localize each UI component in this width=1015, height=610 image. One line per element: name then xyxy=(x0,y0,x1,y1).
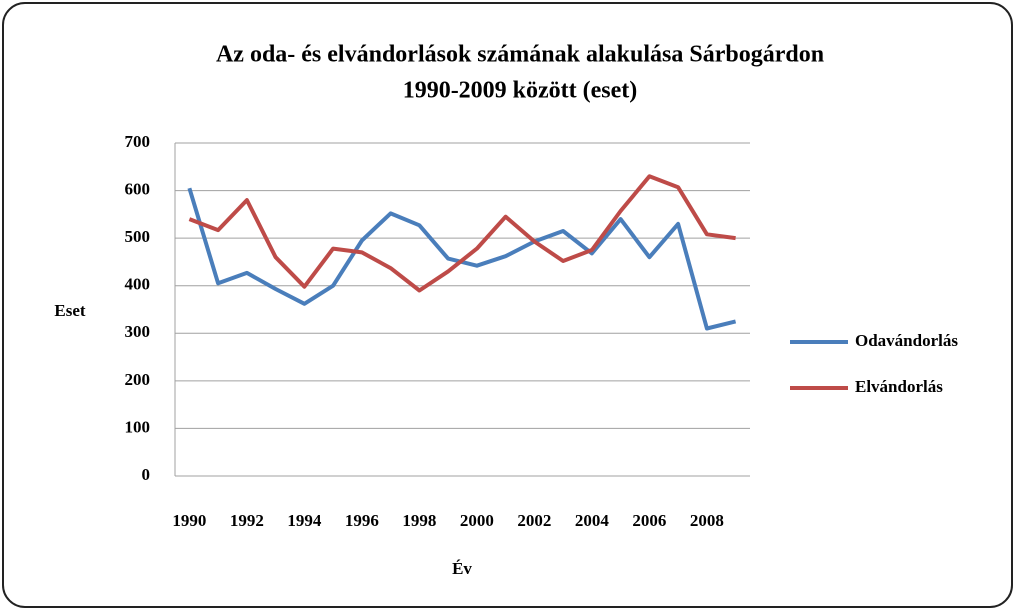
legend-label: Odavándorlás xyxy=(855,331,958,350)
x-tick-label: 1990 xyxy=(172,511,206,530)
x-tick-label: 2008 xyxy=(690,511,724,530)
y-tick-label: 400 xyxy=(125,275,151,294)
y-tick-label: 700 xyxy=(125,132,151,151)
y-tick-label: 300 xyxy=(125,322,151,341)
series-line xyxy=(188,174,736,293)
x-tick-label: 2006 xyxy=(632,511,666,530)
y-tick-label: 500 xyxy=(125,227,151,246)
y-tick-label: 100 xyxy=(125,417,151,436)
y-tick-label: 200 xyxy=(125,370,151,389)
x-axis-label: Év xyxy=(452,559,472,578)
x-tick-label: 1994 xyxy=(287,511,322,530)
x-tick-label: 2002 xyxy=(517,511,551,530)
x-tick-label: 2004 xyxy=(575,511,610,530)
chart-title: Az oda- és elvándorlások számának alakul… xyxy=(216,42,824,68)
legend-label: Elvándorlás xyxy=(855,377,943,396)
y-tick-label: 600 xyxy=(125,179,151,198)
x-tick-label: 1992 xyxy=(230,511,264,530)
y-tick-label: 0 xyxy=(142,465,151,484)
x-tick-label: 1998 xyxy=(402,511,436,530)
x-tick-label: 1996 xyxy=(345,511,379,530)
x-tick-label: 2000 xyxy=(460,511,494,530)
chart-title: 1990-2009 között (eset) xyxy=(403,78,638,104)
y-axis-label: Eset xyxy=(54,301,86,320)
